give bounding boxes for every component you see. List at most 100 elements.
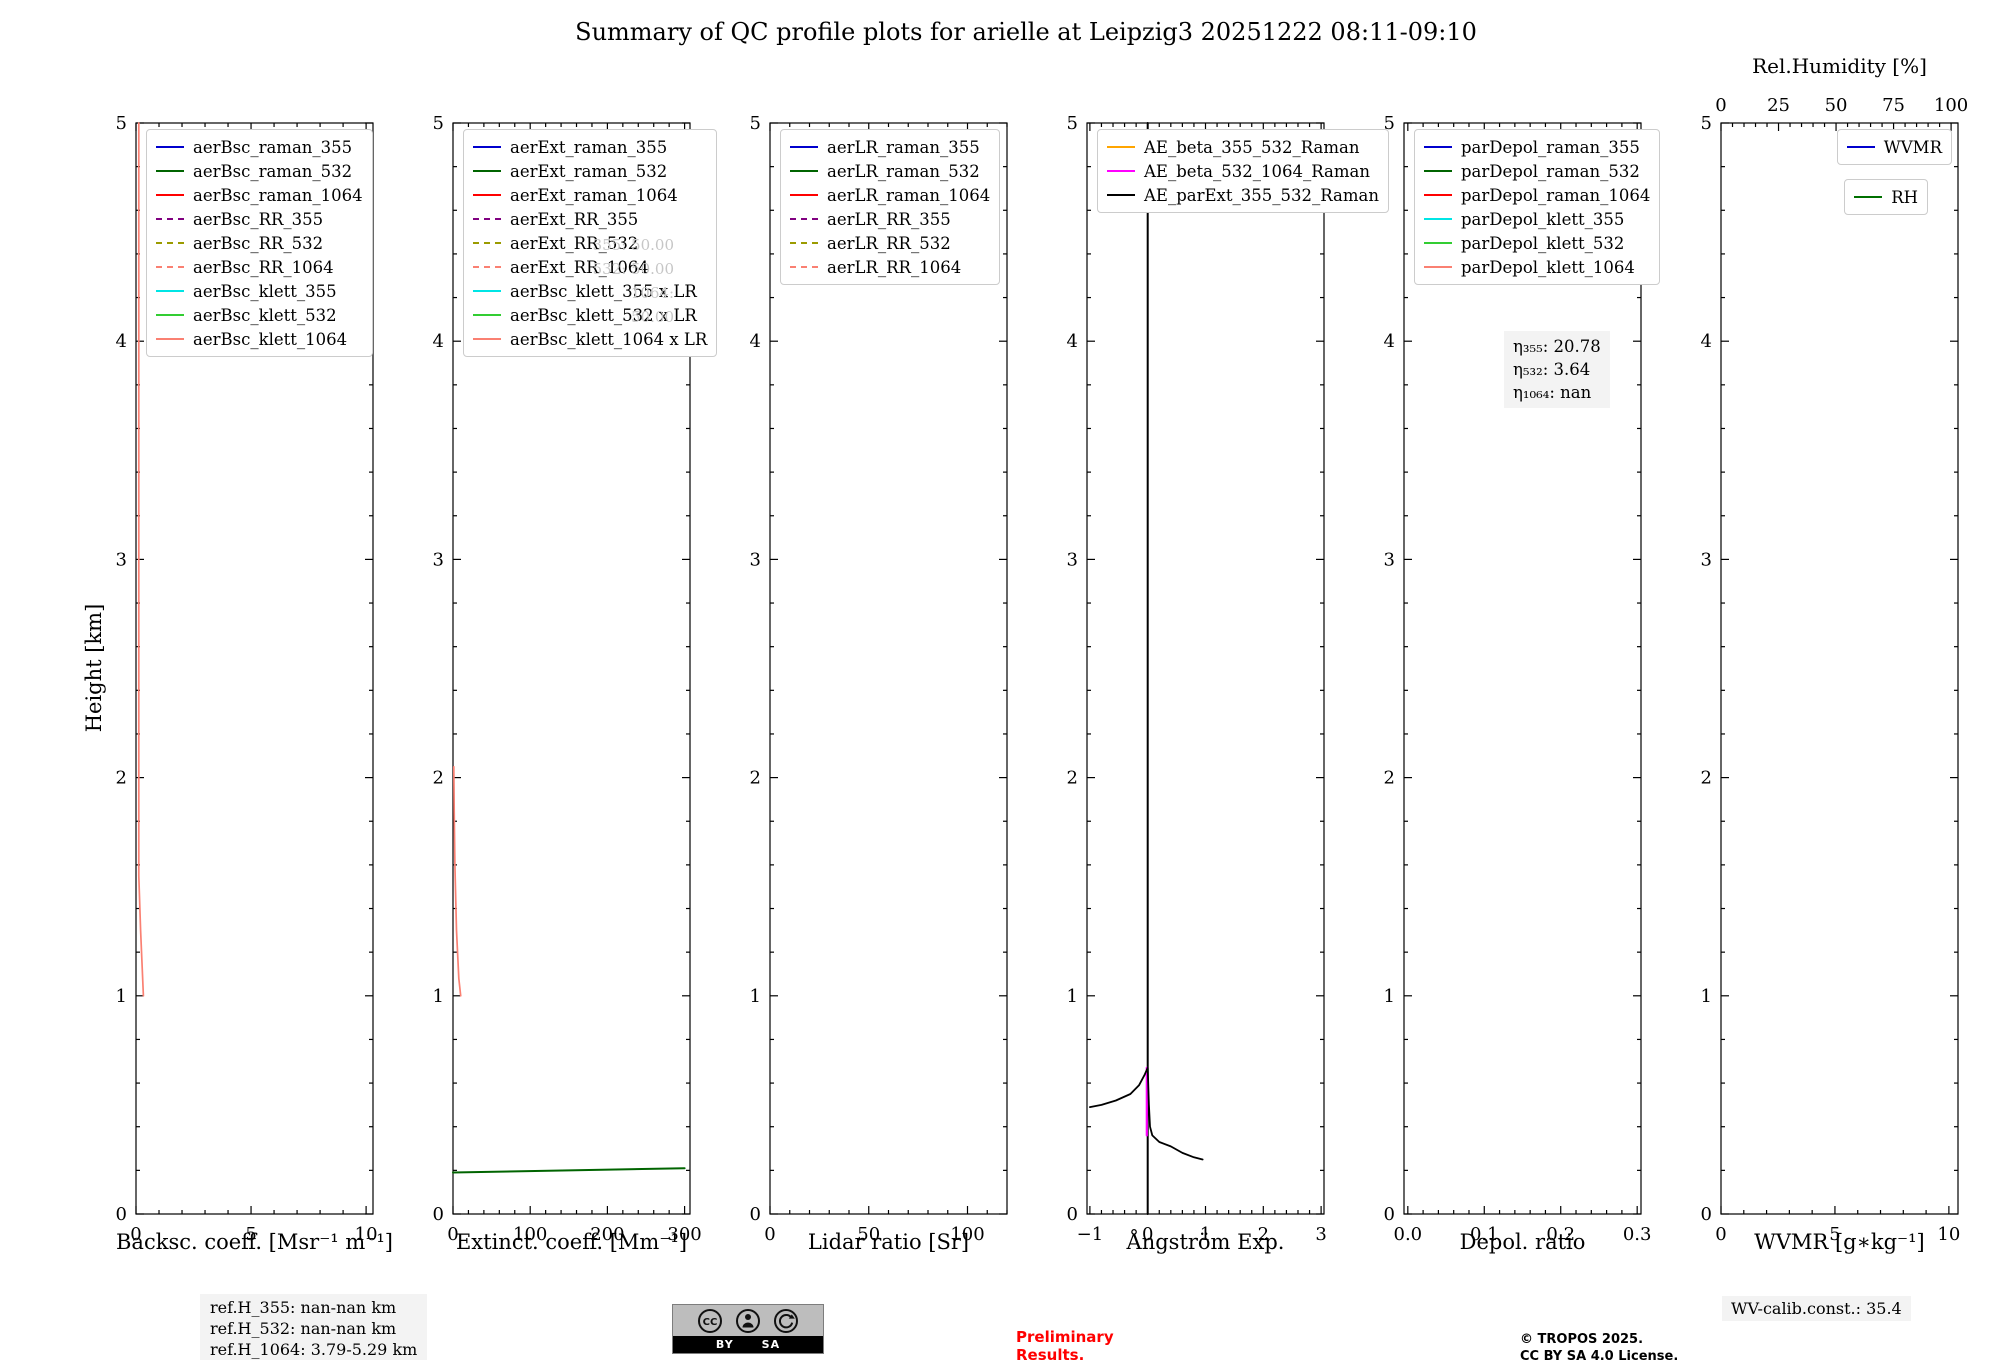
legend-line-sample — [790, 242, 818, 244]
ytick-label: 0 — [433, 1204, 444, 1225]
legend-entry-label: aerBsc_raman_1064 — [193, 185, 363, 205]
legend-line-sample — [156, 266, 184, 268]
legend-entry-label: RH — [1891, 187, 1918, 207]
legend-line-sample — [156, 338, 184, 340]
legend-entry-label: parDepol_raman_1064 — [1461, 185, 1651, 205]
ytick-label: 5 — [1067, 113, 1078, 134]
legend-entry: parDepol_raman_355 — [1424, 135, 1650, 159]
legend-entry-label: aerExt_raman_532 — [510, 161, 668, 181]
preliminary-line-2: Results. — [1016, 1346, 1085, 1360]
annotation-line: 1064: 50.00 — [630, 284, 674, 326]
legend-line-sample — [156, 194, 184, 196]
legend-wvmr: WVMR — [1836, 129, 1952, 165]
legend-depol: parDepol_raman_355 parDepol_raman_532 parD… — [1414, 129, 1661, 285]
annotation-line: η₅₃₂: 3.64 — [1513, 360, 1591, 380]
legend-line-sample — [1107, 146, 1135, 148]
legend-entry: aerBsc_klett_1064 — [156, 327, 363, 351]
ytick-label: 1 — [1384, 986, 1395, 1007]
series-aerExt_raman_532 — [452, 1167, 686, 1174]
legend-entry: aerExt_RR_532 — [473, 231, 707, 255]
panel-backscatter: 0 5 10 0 1 2 3 4 5 — [116, 113, 378, 1245]
xtick-label: 300 — [667, 1224, 701, 1245]
legend-entry-label: aerBsc_klett_532 — [193, 305, 337, 325]
legend-entry-label: aerLR_raman_1064 — [827, 185, 991, 205]
legend-entry: aerExt_RR_355 — [473, 207, 707, 231]
legend-line-sample — [1424, 218, 1452, 220]
x-axis-label-wvmr: WVMR [g∗kg⁻¹] — [1754, 1230, 1925, 1254]
legend-line-sample — [790, 218, 818, 220]
eta-calibration-values: η₃₅₅: 20.78 η₅₃₂: 3.64 η₁₀₆₄: nan — [1504, 331, 1610, 409]
legend-entry-label: aerLR_raman_532 — [827, 161, 980, 181]
cc-license-badge: CC BY SA — [672, 1304, 824, 1354]
ytick-label: 2 — [1384, 768, 1395, 789]
legend-entry: aerExt_raman_1064 — [473, 183, 707, 207]
ytick-label: 4 — [1701, 331, 1712, 352]
klett-lidar-ratio-watermark: 355: 50.00 532: 50.00 1064: 50.00 — [584, 233, 674, 329]
legend-line-sample — [1424, 242, 1452, 244]
legend-entry-label: aerBsc_klett_1064 x LR — [510, 329, 708, 349]
legend-entry-label: parDepol_raman_532 — [1461, 161, 1640, 181]
xtick-label: 0 — [447, 1224, 458, 1245]
ytick-label: 2 — [1701, 768, 1712, 789]
legend-line-sample — [1424, 170, 1452, 172]
xtick-label: 1 — [1200, 1224, 1211, 1245]
legend-line-sample — [156, 218, 184, 220]
cc-license-icons: CC — [673, 1305, 823, 1336]
wv-calibration-constant: WV-calib.const.: 35.4 — [1722, 1296, 1911, 1321]
legend-entry-label: aerExt_raman_1064 — [510, 185, 678, 205]
xtick-label: 0.3 — [1623, 1224, 1652, 1245]
legend-entry-label: aerBsc_klett_355 — [193, 281, 337, 301]
legend-entry: aerBsc_raman_355 — [156, 135, 363, 159]
legend-line-sample — [156, 146, 184, 148]
xtick-label: 10 — [355, 1224, 378, 1245]
legend-entry: aerBsc_klett_355 — [156, 279, 363, 303]
legend-line-sample — [790, 146, 818, 148]
ytick-label: 4 — [433, 331, 444, 352]
preliminary-note: Preliminary Results. — [1016, 1328, 1114, 1360]
top-xtick-label: 100 — [1934, 95, 1968, 116]
legend-entry-label: aerBsc_raman_532 — [193, 161, 353, 181]
legend-entry: aerExt_raman_355 — [473, 135, 707, 159]
top-xtick-label: 25 — [1767, 95, 1790, 116]
x-axis-label-backscatter: Backsc. coeff. [Msr⁻¹ m⁻¹] — [116, 1230, 393, 1254]
legend-line-sample — [1107, 170, 1135, 172]
legend-entry-label: aerBsc_klett_1064 — [193, 329, 348, 349]
legend-line-sample — [473, 290, 501, 292]
xtick-label: −1 — [1077, 1224, 1104, 1245]
copyright-line-1: © TROPOS 2025. — [1520, 1332, 1644, 1347]
ytick-label: 5 — [750, 113, 761, 134]
legend-entry-label: aerLR_RR_532 — [827, 233, 951, 253]
legend-lidar-ratio: aerLR_raman_355 aerLR_raman_532 aerLR_rama… — [780, 129, 1001, 285]
legend-entry: RH — [1854, 185, 1918, 209]
legend-line-sample — [1107, 194, 1135, 196]
legend-entry-label: aerLR_RR_355 — [827, 209, 951, 229]
legend-entry-label: aerExt_RR_1064 — [510, 257, 649, 277]
legend-wvmr-1: RH — [1844, 179, 1928, 215]
legend-entry: aerBsc_RR_355 — [156, 207, 363, 231]
ytick-label: 4 — [116, 331, 127, 352]
legend-entry: AE_parExt_355_532_Raman — [1107, 183, 1379, 207]
ref-height-355: ref.H_355: nan-nan km — [210, 1298, 397, 1317]
xtick-label: 3 — [1315, 1224, 1326, 1245]
legend-extinction: aerExt_raman_355 aerExt_raman_532 aerExt_r… — [463, 129, 718, 357]
legend-entry-label: aerBsc_klett_532 x LR — [510, 305, 697, 325]
legend-line-sample — [473, 266, 501, 268]
ytick-label: 0 — [1067, 1204, 1078, 1225]
ytick-label: 0 — [116, 1204, 127, 1225]
legend-entry-label: aerBsc_RR_355 — [193, 209, 324, 229]
series-AE_parExt_355_532_Raman — [1089, 1066, 1204, 1161]
legend-line-sample — [473, 146, 501, 148]
ytick-label: 2 — [433, 768, 444, 789]
legend-entry: aerBsc_raman_532 — [156, 159, 363, 183]
ref-height-1064: ref.H_1064: 3.79-5.29 km — [210, 1339, 418, 1359]
series-aerBsc_klett_1064 — [137, 122, 145, 997]
xtick-label: 0.0 — [1394, 1224, 1423, 1245]
xtick-label: 10 — [1937, 1224, 1960, 1245]
xtick-label: 0 — [1142, 1224, 1153, 1245]
ytick-label: 3 — [1067, 549, 1078, 570]
legend-entry-label: aerBsc_RR_532 — [193, 233, 324, 253]
legend-entry: aerLR_raman_532 — [790, 159, 990, 183]
legend-entry-label: aerExt_RR_355 — [510, 209, 639, 229]
legend-entry-label: AE_beta_355_532_Raman — [1144, 137, 1360, 157]
